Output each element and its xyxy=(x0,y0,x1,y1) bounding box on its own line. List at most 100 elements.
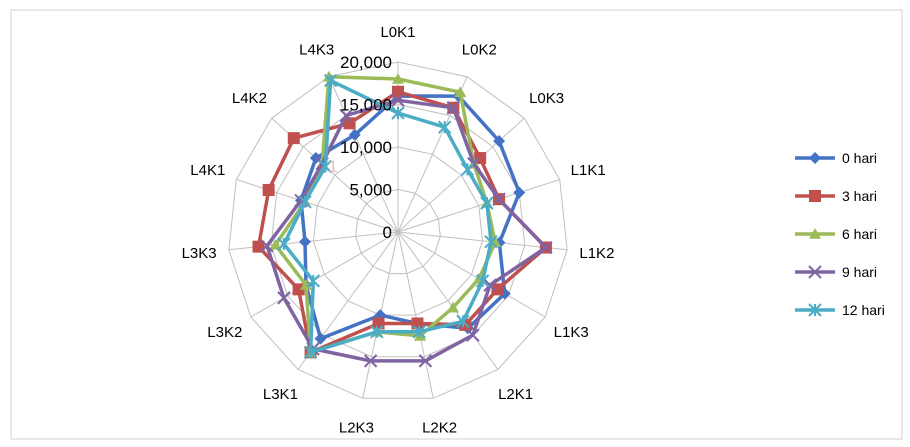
data-point xyxy=(460,162,475,177)
data-point xyxy=(475,274,490,288)
series-line xyxy=(256,90,548,355)
data-point xyxy=(418,354,433,368)
series-layer xyxy=(252,70,553,368)
legend-marker xyxy=(808,265,822,279)
data-point xyxy=(252,240,265,253)
data-point xyxy=(348,128,361,141)
data-point xyxy=(269,238,282,250)
category-label: L3K2 xyxy=(207,324,242,341)
data-point xyxy=(437,120,452,134)
category-labels: L0K1 L0K2 L0K3 L1K1 L1K2 L1K3 L2K1 L2K2 L2K3 L3K1… xyxy=(182,24,615,437)
legend-label: 6 hari xyxy=(842,226,877,242)
grid-spoke xyxy=(397,231,546,318)
radial-tick-label: 0 xyxy=(383,223,392,242)
grid-ring xyxy=(270,103,526,358)
stray-label: 1 xyxy=(328,157,337,176)
data-point xyxy=(306,274,321,288)
radial-tick-labels: 0 5,000 10,000 15,000 20,000 1 xyxy=(328,53,392,242)
category-label: L2K3 xyxy=(339,420,374,437)
data-point xyxy=(513,186,526,199)
grid-ring xyxy=(355,188,441,275)
legend-marker xyxy=(809,152,821,164)
grid-spoke xyxy=(397,231,434,399)
legend-label: 12 hari xyxy=(842,302,885,318)
legend-item: 6 hari xyxy=(795,226,877,242)
category-label: L4K2 xyxy=(232,90,267,107)
category-label: L1K3 xyxy=(554,324,589,341)
category-label: L3K1 xyxy=(263,386,298,403)
legend-label: 3 hari xyxy=(842,188,877,204)
category-label: L1K2 xyxy=(579,245,614,262)
category-label: L0K1 xyxy=(380,24,415,41)
data-point xyxy=(298,195,312,209)
data-point xyxy=(363,354,378,368)
legend-item: 12 hari xyxy=(795,302,885,318)
data-point xyxy=(370,325,384,339)
series-line xyxy=(265,98,548,363)
chart-border xyxy=(10,9,903,440)
radial-tick-label: 15,000 xyxy=(340,96,392,115)
data-point xyxy=(454,86,467,98)
data-point xyxy=(539,240,553,255)
data-point xyxy=(262,183,275,196)
legend-marker xyxy=(809,228,821,239)
series-3-hari xyxy=(252,85,552,359)
data-point xyxy=(491,283,504,296)
data-point xyxy=(493,134,506,147)
legend-label: 0 hari xyxy=(842,150,877,166)
data-point xyxy=(391,106,405,120)
category-label: L0K3 xyxy=(529,90,564,107)
grid-spoke xyxy=(250,231,399,318)
grid-ring xyxy=(312,146,484,316)
data-point xyxy=(339,108,353,123)
category-label: L4K3 xyxy=(299,41,334,58)
series-line xyxy=(299,94,522,341)
grid-spoke xyxy=(397,179,560,233)
data-point xyxy=(483,278,497,292)
data-point xyxy=(446,101,461,115)
data-point xyxy=(318,159,333,174)
data-point xyxy=(492,192,506,206)
legend-item: 0 hari xyxy=(795,150,877,166)
data-point xyxy=(392,73,404,84)
data-point xyxy=(303,345,318,360)
data-point xyxy=(277,291,291,305)
grid-spoke xyxy=(328,76,399,233)
data-point xyxy=(314,332,327,345)
data-point xyxy=(287,132,300,145)
legend-item: 9 hari xyxy=(795,264,877,280)
legend: 0 hari 3 hari 6 hari 9 hari 12 hari xyxy=(795,150,885,318)
legend-label: 9 hari xyxy=(842,264,877,280)
data-point xyxy=(292,283,305,296)
data-point xyxy=(277,237,291,251)
data-point xyxy=(484,235,498,249)
data-point xyxy=(412,325,426,339)
data-point xyxy=(372,317,385,330)
data-point xyxy=(456,314,470,329)
data-point xyxy=(343,117,356,130)
category-label: L2K2 xyxy=(422,420,457,437)
data-point xyxy=(392,85,404,98)
data-point xyxy=(260,239,274,253)
category-label: L1K1 xyxy=(571,162,606,179)
data-point xyxy=(446,301,459,313)
data-point xyxy=(466,328,480,342)
legend-item: 3 hari xyxy=(795,188,877,204)
radial-tick-label: 10,000 xyxy=(340,138,392,157)
legend-marker xyxy=(809,190,821,202)
series-line xyxy=(273,74,497,355)
data-point xyxy=(480,196,494,210)
data-point xyxy=(299,279,312,290)
legend-marker xyxy=(808,303,822,317)
radial-tick-label: 5,000 xyxy=(349,181,392,200)
data-point xyxy=(411,317,424,330)
radial-tick-label: 20,000 xyxy=(340,53,392,72)
category-label: L0K2 xyxy=(462,41,497,58)
series-line xyxy=(282,78,493,355)
grid-spoke xyxy=(397,231,568,251)
data-point xyxy=(391,93,405,107)
grid-ring xyxy=(228,61,568,399)
category-label: L4K1 xyxy=(190,162,225,179)
